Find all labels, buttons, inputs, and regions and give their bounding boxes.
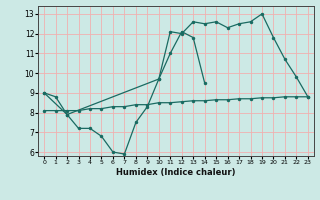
X-axis label: Humidex (Indice chaleur): Humidex (Indice chaleur) [116, 168, 236, 177]
